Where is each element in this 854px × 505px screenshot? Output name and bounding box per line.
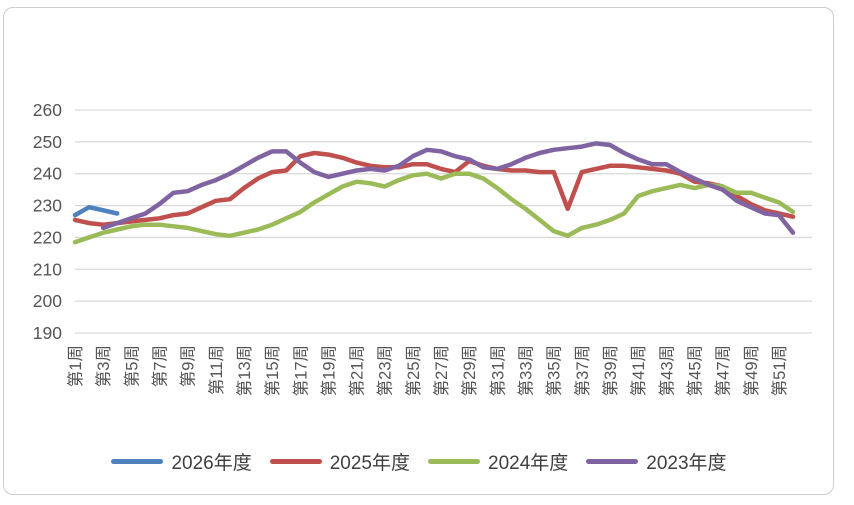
y-axis-label: 200 xyxy=(33,291,62,311)
y-axis-label: 260 xyxy=(33,100,62,120)
x-axis-label: 第9周 xyxy=(179,345,198,387)
x-axis-label: 第21周 xyxy=(348,345,367,396)
legend-label-2026: 2026年度 xyxy=(171,453,252,474)
x-axis-label: 第33周 xyxy=(517,345,536,396)
x-axis-label: 第3周 xyxy=(94,345,113,387)
legend-label-2023: 2023年度 xyxy=(646,453,727,474)
legend-item-2025: 2025年度 xyxy=(269,448,410,475)
legend-swatch-2023 xyxy=(586,459,639,464)
x-axis-label: 第25周 xyxy=(404,345,423,396)
y-axis-label: 210 xyxy=(33,259,62,279)
x-axis-label: 第43周 xyxy=(657,345,676,396)
chart-legend: 2026年度 2025年度 2024年度 2023年度 xyxy=(3,448,835,475)
x-axis-label: 第13周 xyxy=(235,345,254,396)
x-axis-label: 第37周 xyxy=(573,345,592,396)
x-axis-label: 第47周 xyxy=(714,345,733,396)
series-line-2023 xyxy=(100,141,796,235)
x-axis-label: 第23周 xyxy=(376,345,395,396)
y-axis-label: 240 xyxy=(33,164,62,184)
chart-frame xyxy=(3,7,834,495)
y-axis-label: 220 xyxy=(33,227,62,247)
series-line-2024 xyxy=(72,171,796,245)
legend-item-2024: 2024年度 xyxy=(428,448,568,475)
legend-item-2023: 2023年度 xyxy=(586,448,727,475)
x-axis-label: 第5周 xyxy=(122,345,141,387)
x-axis-label: 第35周 xyxy=(545,345,564,396)
x-axis-label: 第31周 xyxy=(488,345,507,396)
legend-swatch-2025 xyxy=(269,459,322,464)
x-axis-label: 第15周 xyxy=(263,345,282,396)
x-axis-label: 第39周 xyxy=(601,345,620,396)
x-axis-label: 第11周 xyxy=(207,345,226,395)
series-line-2026 xyxy=(72,204,120,218)
legend-label-2024: 2024年度 xyxy=(488,453,569,474)
x-axis-label: 第1周 xyxy=(66,345,85,387)
y-axis-label: 250 xyxy=(33,132,62,152)
legend-swatch-2024 xyxy=(428,459,480,464)
series-line-2025 xyxy=(72,150,796,227)
x-axis-label: 第45周 xyxy=(685,345,704,396)
x-axis-label: 第17周 xyxy=(291,345,310,396)
x-axis-label: 第49周 xyxy=(742,345,761,396)
x-axis-label: 第19周 xyxy=(319,345,338,396)
x-axis-label: 第29周 xyxy=(460,345,479,396)
x-axis-label: 第7周 xyxy=(150,345,169,387)
legend-label-2025: 2025年度 xyxy=(329,453,410,474)
x-axis-label: 第27周 xyxy=(432,345,451,396)
x-axis-label: 第51周 xyxy=(770,345,789,396)
y-axis-label: 190 xyxy=(33,323,62,343)
x-axis-label: 第41周 xyxy=(629,345,648,396)
legend-item-2026: 2026年度 xyxy=(111,448,252,475)
legend-swatch-2026 xyxy=(111,459,164,464)
y-axis-label: 230 xyxy=(33,196,62,216)
